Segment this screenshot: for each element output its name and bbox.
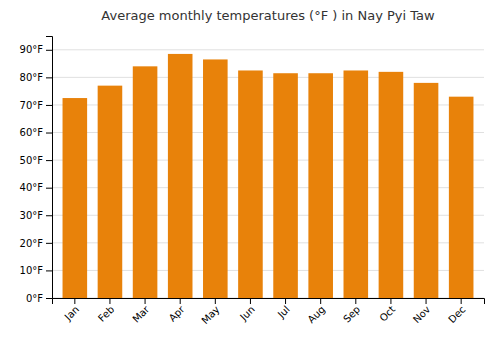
- bar: [344, 70, 369, 298]
- tick: 80°F: [20, 72, 52, 83]
- bar: [238, 70, 263, 298]
- tick-label: 50°F: [20, 155, 44, 166]
- tick-mark: [320, 298, 321, 304]
- bars: [63, 54, 474, 298]
- tick-label: Mar: [130, 303, 152, 325]
- tick-mark: [285, 298, 286, 304]
- tick-mark: [46, 105, 52, 106]
- tick: 50°F: [20, 155, 52, 166]
- tick: Aug: [305, 298, 327, 325]
- grid: [52, 50, 484, 298]
- tick: 40°F: [20, 182, 52, 193]
- tick-label: 70°F: [20, 100, 44, 111]
- tick: 20°F: [20, 238, 52, 249]
- bar: [379, 72, 404, 298]
- tick-mark: [46, 77, 52, 78]
- tick: Mar: [130, 298, 152, 325]
- tick-label: Jan: [62, 304, 81, 323]
- grid-line: [52, 77, 484, 78]
- tick-mark: [46, 270, 52, 271]
- tick: 90°F: [20, 44, 52, 55]
- tick-label: Apr: [167, 303, 188, 324]
- tick-mark: [109, 298, 110, 304]
- tick: Jun: [237, 298, 257, 323]
- tick-mark: [46, 50, 52, 51]
- title: Average monthly temperatures (°F ) in Na…: [101, 8, 435, 23]
- tick-mark: [46, 243, 52, 244]
- plot: 0°F 10°F 20°F 30°F 40°F 50°F 60°F 70°F 80°F 90°F J…: [20, 37, 485, 327]
- tick-label: Oct: [377, 304, 397, 324]
- tick: Sep: [341, 298, 362, 325]
- tick: Apr: [167, 298, 188, 324]
- tick-mark: [145, 298, 146, 304]
- tick-label: 0°F: [26, 293, 43, 304]
- tick-mark: [46, 160, 52, 161]
- tick: Feb: [96, 298, 116, 324]
- tick: Nov: [411, 298, 433, 325]
- tick-label: 30°F: [20, 210, 44, 221]
- tick: Dec: [446, 298, 467, 325]
- tick-mark: [390, 298, 391, 304]
- tick-label: Dec: [446, 304, 467, 325]
- tick-mark: [180, 298, 181, 304]
- tick: May: [199, 298, 221, 326]
- tick: 0°F: [26, 293, 52, 304]
- tick-label: Jul: [275, 304, 292, 321]
- tick-label: 80°F: [20, 72, 44, 83]
- axis-line: [53, 299, 485, 305]
- bar: [168, 54, 193, 298]
- tick: Oct: [377, 298, 397, 324]
- axis-line: [46, 37, 53, 299]
- chart: Average monthly temperatures (°F ) in Na…: [0, 0, 500, 350]
- bar: [98, 86, 123, 298]
- tick-label: Jun: [237, 304, 257, 324]
- tick-mark: [215, 298, 216, 304]
- tick-label: 40°F: [20, 182, 44, 193]
- tick-mark: [426, 298, 427, 304]
- tick-label: Sep: [341, 304, 362, 325]
- bar: [133, 66, 158, 298]
- tick-mark: [46, 188, 52, 189]
- bar: [308, 73, 333, 298]
- bar: [203, 59, 228, 298]
- bar: [273, 73, 298, 298]
- tick: 70°F: [20, 100, 52, 111]
- tick-mark: [46, 298, 52, 299]
- tick-label: 10°F: [20, 265, 44, 276]
- tick: 10°F: [20, 265, 52, 276]
- tick-mark: [355, 298, 356, 304]
- x-axis: Jan Feb Mar Apr May Jun Jul Aug Sep Oct Nov Dec: [53, 298, 485, 326]
- grid-line: [52, 49, 484, 50]
- tick-mark: [46, 133, 52, 134]
- y-axis: 0°F 10°F 20°F 30°F 40°F 50°F 60°F 70°F 80°F 90°F: [20, 37, 53, 304]
- tick-label: Feb: [96, 304, 116, 324]
- bar: [63, 98, 88, 298]
- tick: 30°F: [20, 210, 52, 221]
- tick: Jul: [275, 298, 292, 321]
- tick-mark: [461, 298, 462, 304]
- bar: [414, 83, 439, 298]
- tick-label: 90°F: [20, 44, 44, 55]
- tick: 60°F: [20, 127, 52, 138]
- tick-label: Nov: [411, 304, 433, 326]
- tick-mark: [250, 298, 251, 304]
- tick-mark: [46, 215, 52, 216]
- tick-label: 20°F: [20, 238, 44, 249]
- bar: [449, 97, 474, 298]
- tick-label: Aug: [305, 304, 327, 326]
- tick-mark: [74, 298, 75, 304]
- tick-label: May: [199, 304, 221, 326]
- tick: Jan: [62, 298, 81, 323]
- tick-label: 60°F: [20, 127, 44, 138]
